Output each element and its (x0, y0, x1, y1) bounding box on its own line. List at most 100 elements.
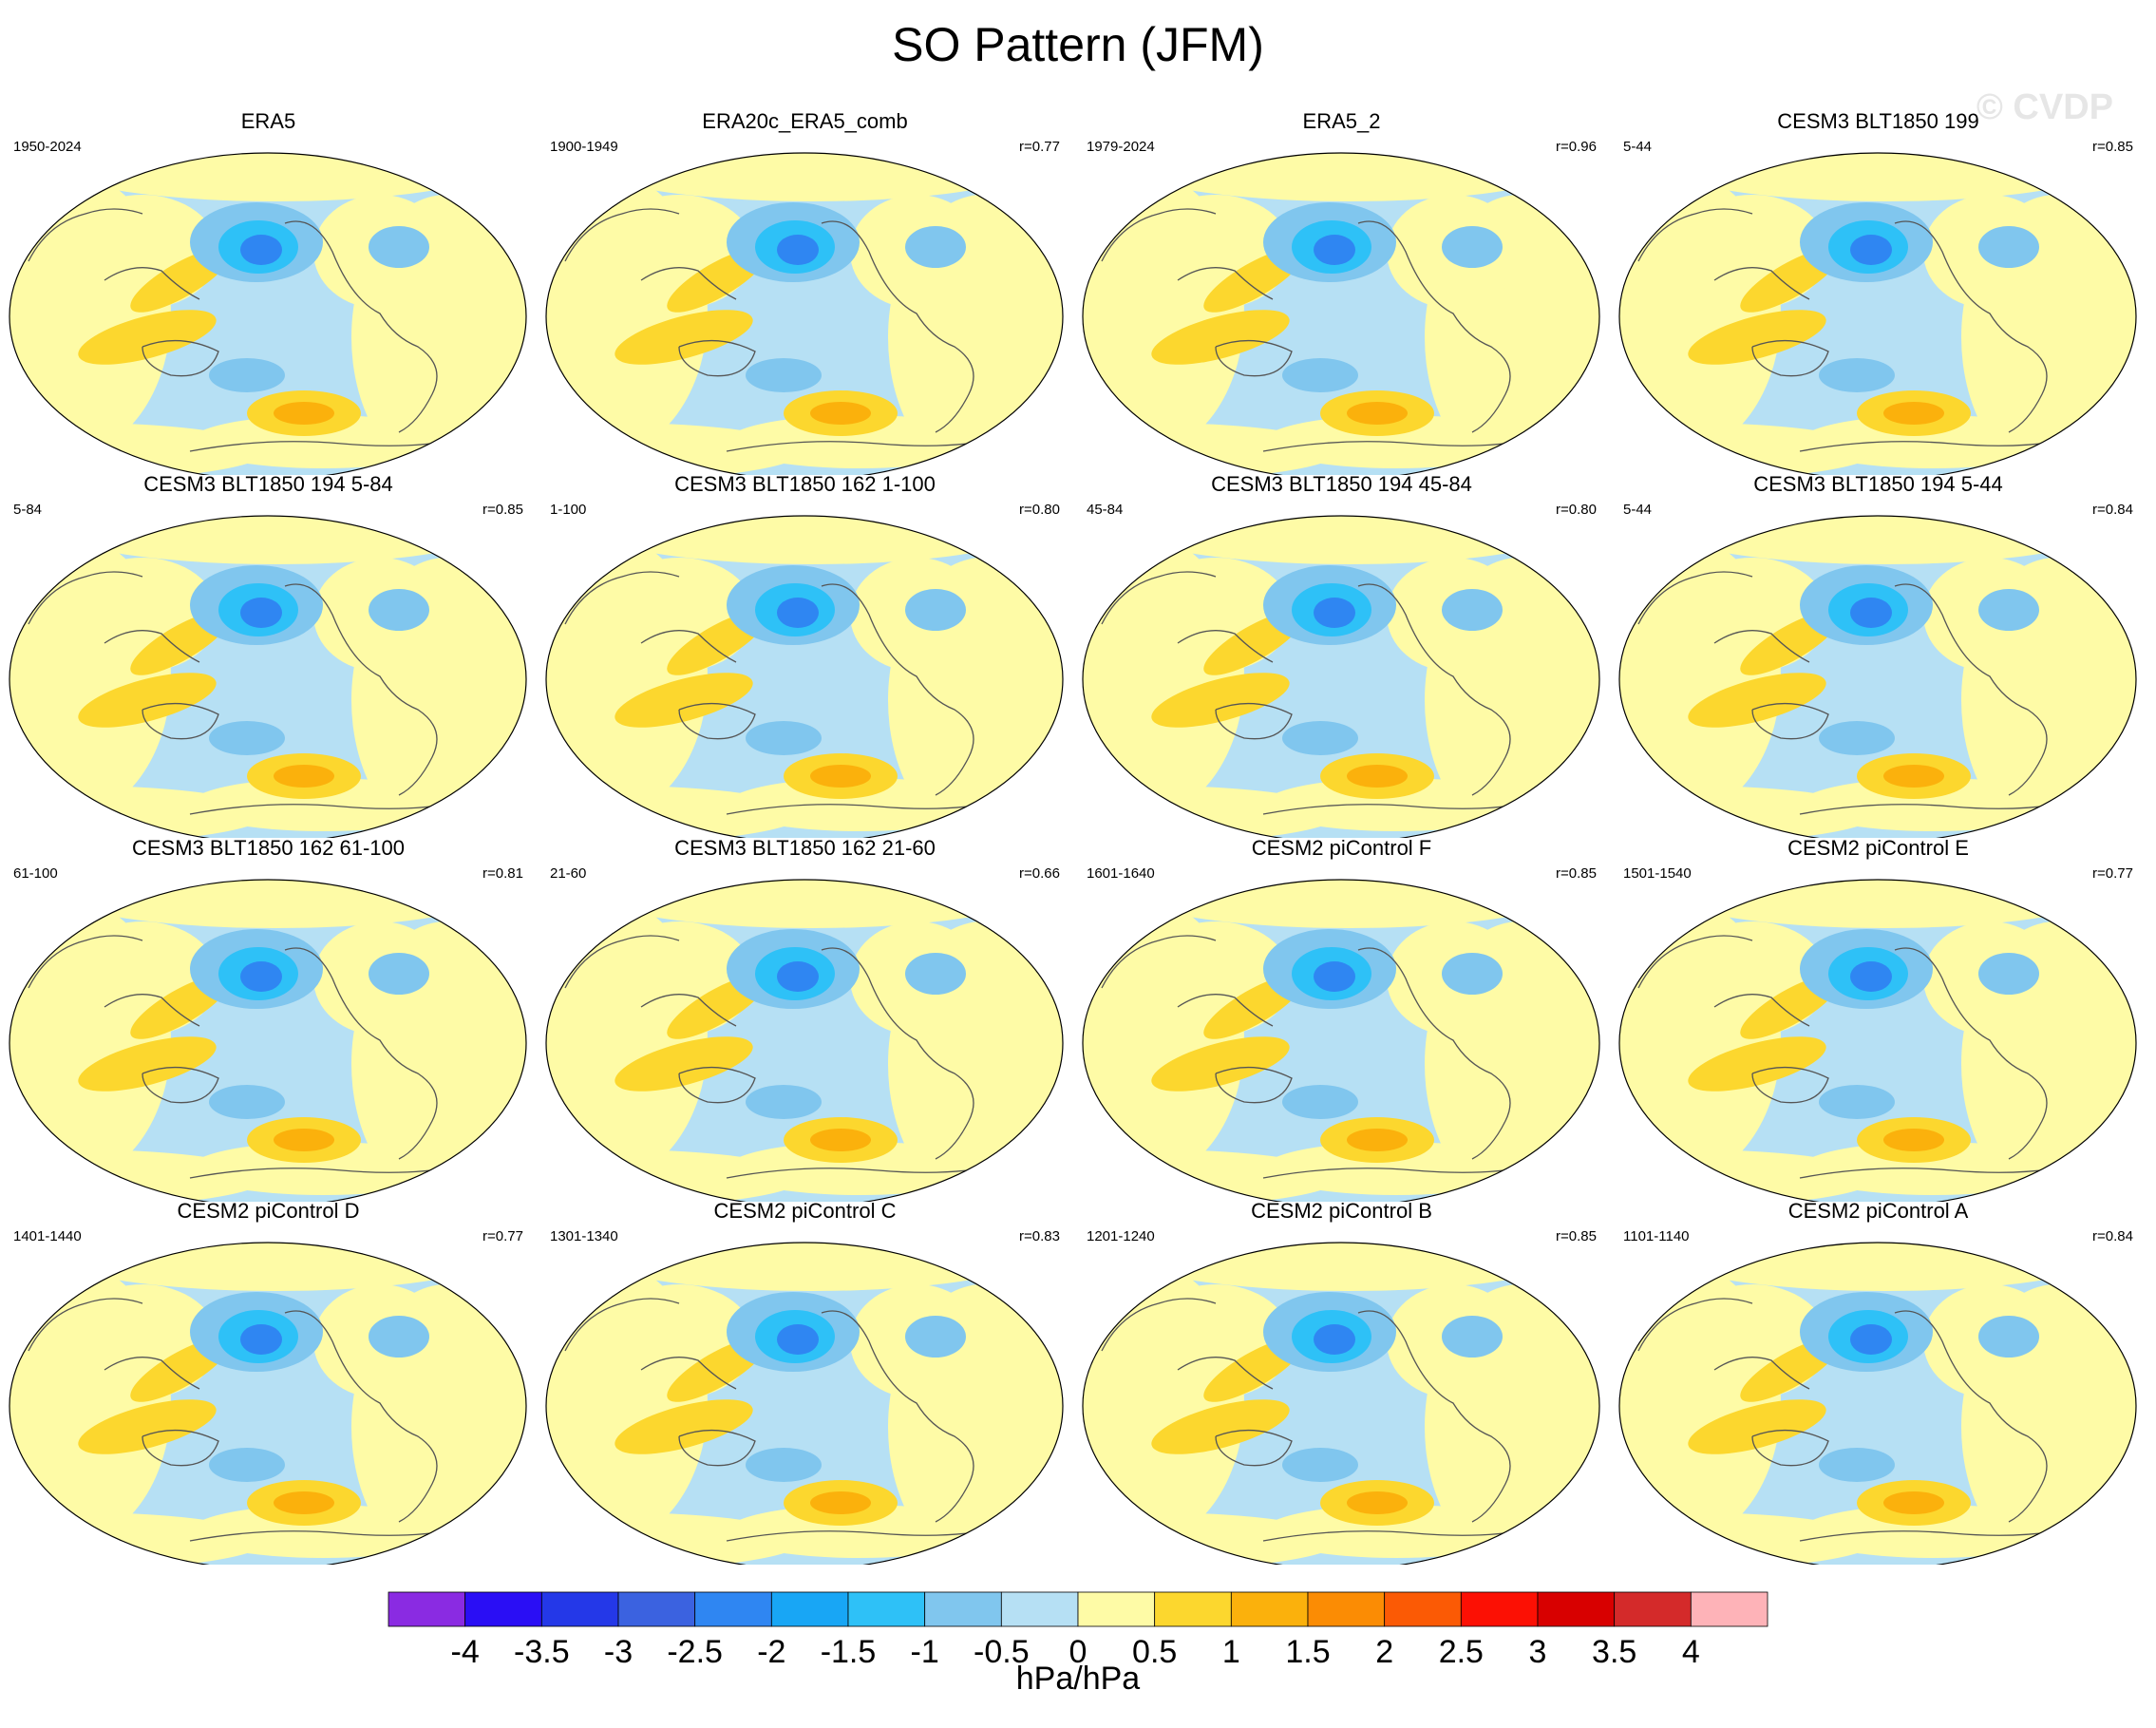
coastline (1894, 220, 2048, 433)
coastline (1101, 935, 1217, 989)
map-panel: ERA5 1950-2024 (0, 109, 537, 475)
panel-correlation: r=0.77 (482, 1228, 523, 1244)
coastline (189, 1166, 457, 1179)
panel-period: 1301-1340 (550, 1228, 618, 1244)
map-border (1618, 1242, 2137, 1565)
panel-correlation: r=0.80 (1019, 502, 1060, 518)
coastline (1637, 935, 1753, 989)
map-panel: CESM2 piControl F 1601-1640 r=0.85 (1073, 836, 1610, 1202)
colorbar-tick-label: 1.5 (1285, 1634, 1330, 1670)
negative-anomaly (1442, 226, 1503, 268)
map-border (9, 152, 527, 475)
panel-correlation: r=0.96 (1556, 139, 1597, 155)
coastline (284, 947, 438, 1160)
negative-anomaly (369, 1316, 429, 1358)
negative-anomaly-core (240, 235, 282, 265)
cvdp-watermark: © CVDP (1976, 87, 2113, 127)
positive-region (1121, 153, 1577, 201)
panel-period: 45-84 (1087, 502, 1124, 518)
negative-anomaly (1282, 1448, 1358, 1482)
negative-anomaly (369, 226, 429, 268)
positive-region (584, 153, 1040, 201)
map-panel: ERA20c_ERA5_comb 1900-1949 r=0.77 (537, 109, 1073, 475)
negative-anomaly (746, 358, 822, 392)
map-border (1618, 879, 2137, 1202)
robinson-map (1618, 152, 2137, 475)
positive-anomaly (1151, 1399, 1290, 1454)
colorbar-tick-label: -4 (451, 1634, 480, 1670)
positive-region (1121, 516, 1577, 564)
negative-anomaly (1978, 589, 2039, 631)
coastline (640, 994, 737, 1027)
negative-anomaly (1442, 589, 1503, 631)
panel-period: 1979-2024 (1087, 139, 1155, 155)
positive-anomaly (78, 1399, 217, 1454)
negative-anomaly (1282, 358, 1358, 392)
map-border (1618, 515, 2137, 838)
colorbar-swatch (1077, 1591, 1156, 1627)
coastline (1713, 630, 1810, 663)
map-border (1082, 152, 1600, 475)
positive-anomaly (78, 673, 217, 728)
colorbar-swatch (1000, 1591, 1079, 1627)
colorbar-tick-label: -2.5 (667, 1634, 723, 1670)
panel-period: 1-100 (550, 502, 587, 518)
coastline (678, 1066, 756, 1104)
colorbar-tick-label: -3 (604, 1634, 633, 1670)
coastline (28, 208, 143, 262)
coastline (104, 267, 200, 300)
coastline (284, 583, 438, 796)
positive-region (1121, 880, 1577, 928)
negative-anomaly-core (240, 961, 282, 992)
coastline (1751, 702, 1829, 740)
negative-anomaly-core (777, 1324, 819, 1355)
coastline (1894, 947, 2048, 1160)
coastline (1713, 267, 1810, 300)
negative-anomaly (905, 1316, 966, 1358)
positive-region (584, 880, 1040, 928)
panel-title: CESM2 piControl C (713, 1199, 897, 1223)
positive-anomaly-core (1883, 1491, 1944, 1514)
coastline (104, 994, 200, 1027)
positive-anomaly-core (1347, 765, 1408, 788)
negative-anomaly (905, 953, 966, 995)
panel-title: CESM3 BLT1850 162 61-100 (132, 836, 405, 860)
negative-anomaly (746, 1448, 822, 1482)
negative-anomaly-core (1314, 598, 1355, 628)
positive-anomaly (615, 1399, 753, 1454)
negative-anomaly (1442, 1316, 1503, 1358)
positive-anomaly-core (274, 1129, 334, 1151)
coastline (104, 1357, 200, 1390)
panel-period: 21-60 (550, 865, 587, 882)
positive-region (1657, 880, 2113, 928)
coastline (564, 1298, 680, 1352)
panel-period: 1601-1640 (1087, 865, 1155, 882)
positive-anomaly (78, 1036, 217, 1092)
negative-anomaly (1978, 1316, 2039, 1358)
positive-anomaly (615, 673, 753, 728)
coastline (142, 1066, 219, 1104)
positive-anomaly-core (1347, 1491, 1408, 1514)
map-border (1082, 515, 1600, 838)
coastline (28, 1298, 143, 1352)
panel-period: 61-100 (13, 865, 58, 882)
colorbar-swatch (464, 1591, 542, 1627)
coastline (284, 1310, 438, 1523)
coastline (1262, 802, 1530, 815)
negative-anomaly (1819, 1085, 1895, 1119)
panel-correlation: r=0.77 (1019, 139, 1060, 155)
map-panel: CESM2 piControl B 1201-1240 r=0.85 (1073, 1199, 1610, 1565)
negative-anomaly (209, 358, 285, 392)
map-panel: CESM2 piControl E 1501-1540 r=0.77 (1610, 836, 2147, 1202)
map-panel: CESM3 BLT1850 162 1-100 1-100 r=0.80 (537, 472, 1073, 838)
map-panel: CESM2 piControl C 1301-1340 r=0.83 (537, 1199, 1073, 1565)
coastline (1751, 1066, 1829, 1104)
negative-anomaly (746, 721, 822, 755)
positive-anomaly-core (810, 1491, 871, 1514)
negative-anomaly-core (1314, 235, 1355, 265)
positive-region (47, 153, 503, 201)
coastline (1799, 1529, 2067, 1542)
map-panel: CESM2 piControl A 1101-1140 r=0.84 (1610, 1199, 2147, 1565)
coastline (142, 1429, 219, 1467)
panel-title: CESM2 piControl D (177, 1199, 360, 1223)
